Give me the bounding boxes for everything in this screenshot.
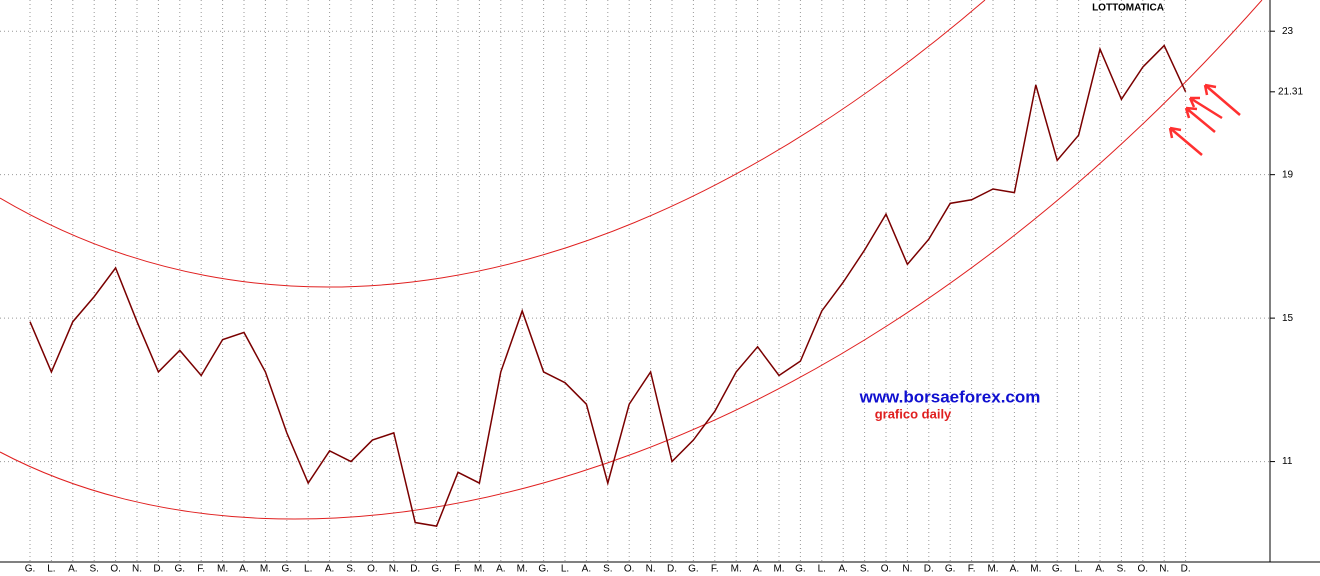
lower-channel <box>0 0 1263 520</box>
x-tick-label: A. <box>1095 564 1104 575</box>
x-tick-label: D. <box>410 564 420 575</box>
arrow <box>1203 83 1241 116</box>
x-tick-label: A. <box>1010 564 1019 575</box>
x-tick-label: L. <box>47 564 55 575</box>
grid <box>0 0 1270 562</box>
x-tick-label: N. <box>902 564 912 575</box>
y-tick-label: 15 <box>1282 313 1294 324</box>
x-tick-label: G. <box>688 564 699 575</box>
arrow <box>1188 96 1223 120</box>
x-tick-label: N. <box>1159 564 1169 575</box>
x-tick-label: G. <box>1052 564 1063 575</box>
x-tick-label: M. <box>217 564 228 575</box>
x-tick-label: O. <box>624 564 635 575</box>
x-tick-label: G. <box>25 564 36 575</box>
y-tick-label: 11 <box>1282 456 1293 467</box>
x-tick-label: N. <box>389 564 399 575</box>
upper-channel <box>0 0 986 288</box>
last-price-label: 21.31 <box>1278 86 1303 97</box>
x-tick-label: O. <box>1138 564 1149 575</box>
x-tick-label: G. <box>538 564 549 575</box>
x-tick-label: G. <box>795 564 806 575</box>
x-tick-label: G. <box>282 564 293 575</box>
x-tick-label: G. <box>945 564 956 575</box>
x-tick-label: M. <box>260 564 271 575</box>
x-tick-label: S. <box>860 564 869 575</box>
x-tick-label: M. <box>1030 564 1041 575</box>
x-tick-label: A. <box>753 564 762 575</box>
x-tick-label: N. <box>646 564 656 575</box>
x-tick-label: L. <box>304 564 312 575</box>
chart-title: LOTTOMATICA <box>1092 3 1164 14</box>
x-tick-label: L. <box>561 564 569 575</box>
x-tick-label: O. <box>881 564 892 575</box>
x-tick-label: A. <box>239 564 248 575</box>
x-tick-label: D. <box>924 564 934 575</box>
x-tick-label: L. <box>1074 564 1082 575</box>
x-tick-label: M. <box>517 564 528 575</box>
x-tick-label: A. <box>68 564 77 575</box>
x-tick-label: S. <box>1117 564 1126 575</box>
x-tick-label: M. <box>731 564 742 575</box>
x-tick-label: S. <box>603 564 612 575</box>
x-tick-label: G. <box>175 564 186 575</box>
x-tick-label: S. <box>346 564 355 575</box>
x-tick-label: L. <box>818 564 826 575</box>
x-tick-label: D. <box>667 564 677 575</box>
x-tick-label: M. <box>474 564 485 575</box>
y-tick-label: 23 <box>1282 26 1294 37</box>
arrows <box>1168 83 1241 156</box>
x-tick-label: F. <box>711 564 719 575</box>
x-tick-label: F. <box>454 564 462 575</box>
x-tick-label: M. <box>773 564 784 575</box>
x-tick-label: F. <box>197 564 205 575</box>
x-tick-label: A. <box>496 564 505 575</box>
plot <box>29 44 1187 527</box>
price-line <box>29 44 1187 527</box>
arrow <box>1168 126 1203 156</box>
x-tick-label: M. <box>987 564 998 575</box>
x-tick-label: O. <box>367 564 378 575</box>
x-tick-label: D. <box>153 564 163 575</box>
x-tick-label: O. <box>110 564 121 575</box>
x-tick-label: N. <box>132 564 142 575</box>
x-tick-label: A. <box>325 564 334 575</box>
watermark: www.borsaeforex.com <box>859 387 1041 406</box>
subtitle: grafico daily <box>875 406 952 421</box>
x-tick-label: A. <box>582 564 591 575</box>
x-tick-label: G. <box>431 564 442 575</box>
x-tick-label: D. <box>1181 564 1191 575</box>
x-tick-label: S. <box>89 564 98 575</box>
x-tick-label: F. <box>968 564 976 575</box>
x-tick-label: A. <box>838 564 847 575</box>
arrow <box>1184 106 1216 133</box>
y-tick-label: 19 <box>1282 169 1294 180</box>
